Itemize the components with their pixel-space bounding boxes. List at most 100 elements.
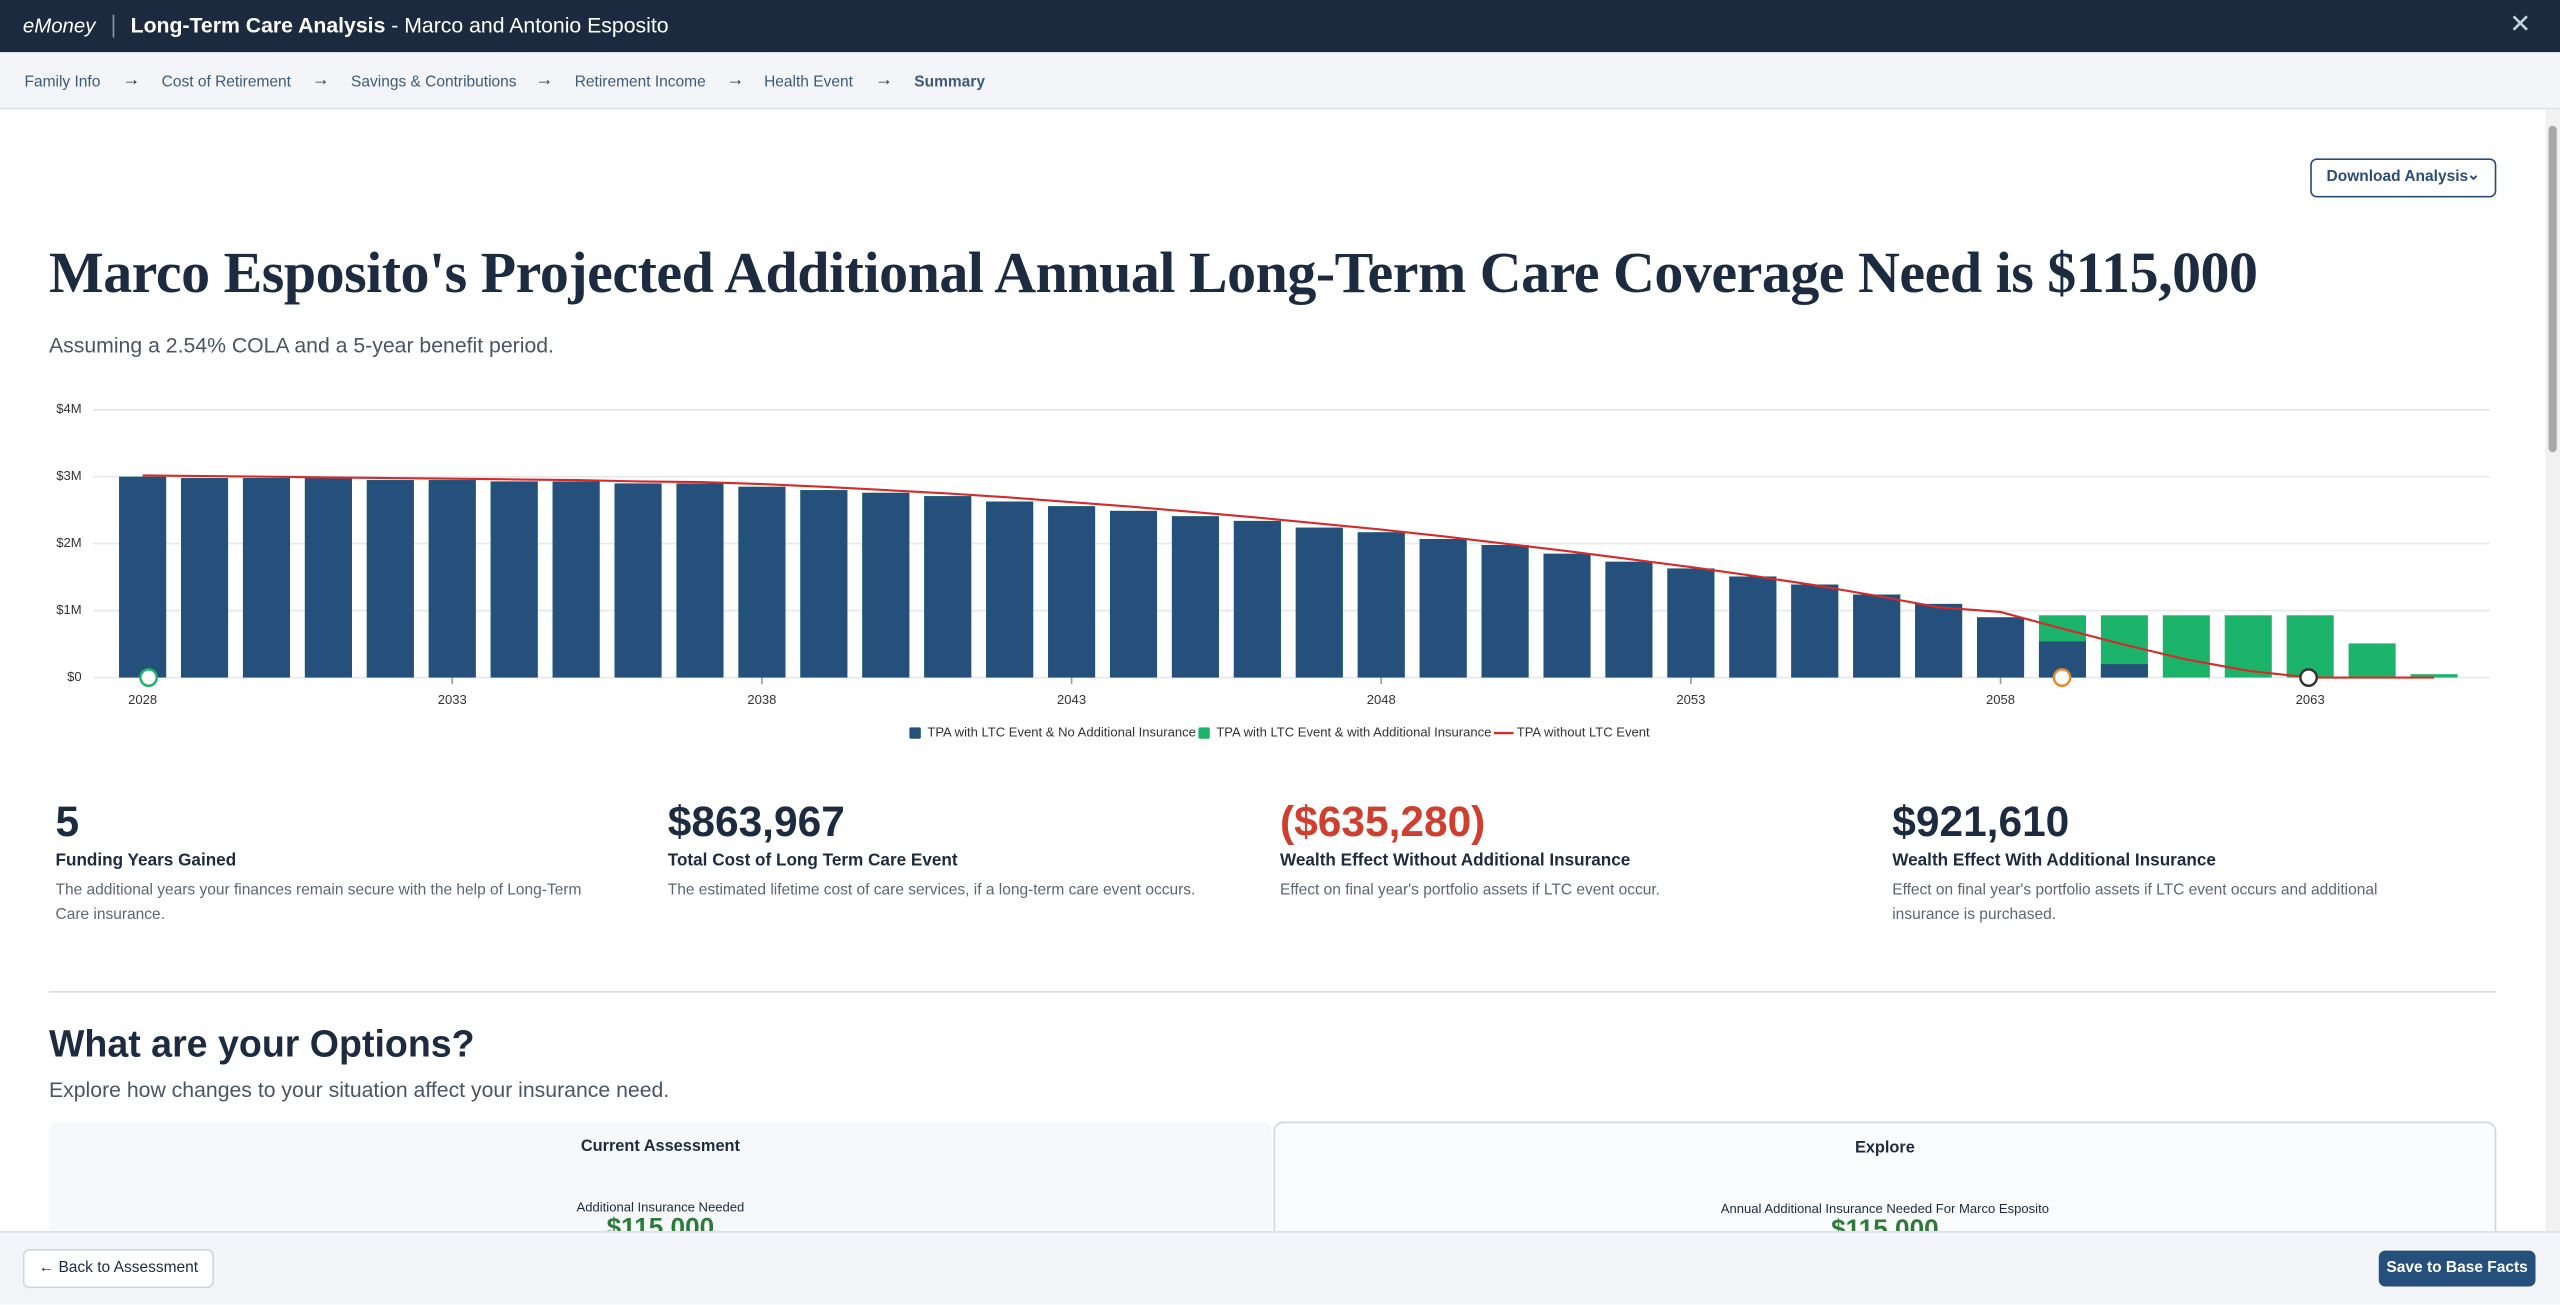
metric: $921,610 Wealth Effect With Additional In…	[1892, 797, 2431, 928]
card-label: Annual Additional Insurance Needed For M…	[1720, 1201, 2049, 1217]
metric: 5 Funding Years Gained The additional year…	[56, 797, 595, 928]
bar	[181, 478, 229, 678]
nav-step[interactable]: Retirement Income	[574, 73, 706, 92]
end-marker	[2299, 668, 2318, 687]
legend-swatch	[909, 727, 921, 739]
metric-label: Wealth Effect With Additional Insurance	[1892, 850, 2216, 871]
scrollbar	[2545, 109, 2560, 1232]
bar	[1481, 545, 1529, 678]
bar	[986, 501, 1034, 678]
bar	[2348, 643, 2396, 678]
metric-desc: The additional years your finances remai…	[55, 881, 582, 925]
nav-step[interactable]: Health Event	[764, 73, 853, 92]
x-tick-label: 2043	[1057, 692, 1086, 707]
bar	[924, 496, 972, 678]
client-name: - Marco and Antonio Esposito	[385, 13, 669, 38]
x-tick-label: 2048	[1367, 692, 1396, 707]
x-tick-label: 2063	[2296, 692, 2325, 707]
nav-step[interactable]: Family Info	[24, 73, 101, 92]
bar	[614, 483, 662, 678]
chart: $0 $1M $2M $3M $4M 2028 2033 2038 2043 2048 2053 20…	[56, 401, 2490, 740]
card-title: Current Assessment	[580, 1137, 740, 1156]
nav-arrow: →	[875, 70, 894, 90]
nav-arrow: →	[122, 70, 141, 90]
download-button[interactable]: Download Analysis ⌄	[2310, 158, 2497, 198]
options-title: What are your Options?	[48, 1022, 475, 1065]
legend-label: TPA with LTC Event & with Additional Ins…	[1216, 725, 1491, 740]
bar	[1357, 532, 1405, 678]
bar	[1977, 617, 2025, 678]
x-tick-label: 2053	[1676, 692, 1705, 707]
bar	[2286, 615, 2334, 678]
metric-label: Funding Years Gained	[55, 850, 237, 871]
back-label: Back to Assessment	[58, 1258, 199, 1277]
event-markers	[139, 668, 2318, 687]
bar	[1729, 576, 1777, 678]
headline: Marco Esposito's Projected Additional An…	[48, 239, 2258, 306]
bar	[1667, 568, 1715, 678]
ltc-marker	[2052, 668, 2072, 687]
x-tick-label: 2033	[438, 692, 467, 707]
x-tick-label: 2038	[747, 692, 776, 707]
footer: ← Back to Assessment Save to Base Facts	[0, 1231, 2560, 1305]
scrollbar-thumb[interactable]	[2548, 125, 2557, 453]
divider	[112, 14, 115, 38]
bar	[428, 480, 476, 678]
bar	[1791, 584, 1839, 678]
bar	[1543, 553, 1591, 678]
bar	[2410, 674, 2458, 678]
app-title: Long-Term Care Analysis	[130, 13, 386, 38]
save-button[interactable]: Save to Base Facts	[2378, 1250, 2536, 1287]
nav-step-active[interactable]: Summary	[914, 73, 985, 92]
logo: eMoney	[22, 14, 96, 38]
legend-swatch	[1198, 727, 1210, 739]
save-label: Save to Base Facts	[2386, 1258, 2528, 1277]
bar	[304, 478, 352, 678]
x-tick-label: 2058	[1986, 692, 2015, 707]
chevron: ⌄	[2466, 166, 2480, 185]
metric-value: $921,610	[1892, 796, 2070, 846]
subheadline: Assuming a 2.54% COLA and a 5-year benef…	[48, 333, 554, 358]
bar	[366, 480, 414, 678]
nav-arrow: →	[311, 70, 330, 90]
legend-label: TPA without LTC Event	[1517, 725, 1650, 740]
back-button[interactable]: ← Back to Assessment	[22, 1248, 214, 1289]
y-tick-label: $1M	[56, 602, 81, 617]
legend-label: TPA with LTC Event & No Additional Insur…	[927, 725, 1196, 740]
bar	[1915, 603, 1963, 678]
y-tick-label: $3M	[56, 468, 81, 483]
x-tick-label: 2028	[128, 692, 157, 707]
nav-arrow: →	[726, 70, 745, 90]
y-tick-label: $2M	[56, 535, 81, 550]
nav-step[interactable]: Savings & Contributions	[351, 73, 517, 92]
bar	[738, 486, 786, 678]
bar	[1605, 561, 1653, 678]
bar	[2162, 615, 2210, 678]
bar	[1295, 527, 1343, 678]
divider	[48, 991, 2497, 993]
bar	[1853, 594, 1901, 678]
nav-step[interactable]: Cost of Retirement	[161, 73, 291, 92]
metric-label: Wealth Effect Without Additional Insuran…	[1279, 850, 1631, 871]
bar	[1109, 510, 1158, 678]
metric-label: Total Cost of Long Term Care Event	[667, 850, 958, 871]
options-subtitle: Explore how changes to your situation af…	[48, 1077, 670, 1103]
close-button[interactable]: ✕	[2509, 11, 2532, 40]
card-title: Explore	[1854, 1139, 1915, 1158]
bar	[800, 490, 848, 678]
bar	[242, 478, 291, 678]
line	[142, 474, 2435, 679]
download-label: Download Analysis	[2326, 168, 2469, 187]
metric-desc: Effect on final year's portfolio assets …	[1892, 881, 2378, 925]
metric-value: ($635,280)	[1279, 796, 1486, 846]
bar	[1048, 506, 1096, 678]
bar	[1419, 538, 1467, 678]
header-title: Long-Term Care Analysis - Marco and Anto…	[131, 13, 669, 37]
header: eMoney Long-Term Care Analysis - Marco a…	[0, 0, 2560, 53]
metric-desc: Effect on final year's portfolio assets …	[1279, 881, 1660, 900]
bar	[552, 481, 600, 678]
bar	[676, 483, 724, 678]
step-nav: Family Info → Cost of Retirement → Savin…	[0, 52, 2560, 110]
